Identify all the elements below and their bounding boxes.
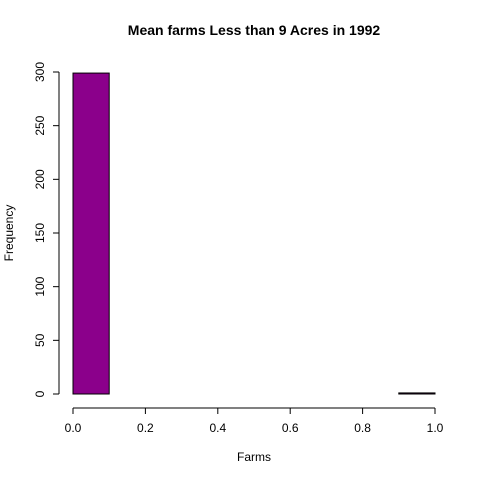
x-axis-label: Farms: [237, 450, 271, 464]
y-tick-label: 300: [33, 62, 47, 82]
y-tick-label: 0: [33, 390, 47, 397]
x-tick-label: 1.0: [427, 421, 444, 435]
chart-title: Mean farms Less than 9 Acres in 1992: [128, 22, 381, 38]
histogram-bar-0: [72, 72, 110, 395]
histogram-bar-9: [398, 392, 436, 395]
x-tick-label: 0.2: [137, 421, 154, 435]
y-tick-label: 200: [33, 169, 47, 189]
y-axis: 0 50 100 150 200 250 300: [33, 62, 60, 397]
y-tick-label: 50: [33, 333, 47, 347]
x-tick-label: 0.0: [65, 421, 82, 435]
y-tick-label: 100: [33, 276, 47, 296]
x-axis: 0.0 0.2 0.4 0.6 0.8 1.0: [65, 407, 444, 435]
x-tick-label: 0.6: [282, 421, 299, 435]
histogram-bars: [72, 72, 436, 395]
x-tick-label: 0.8: [354, 421, 371, 435]
y-tick-label: 250: [33, 115, 47, 135]
x-tick-label: 0.4: [209, 421, 226, 435]
y-tick-label: 150: [33, 223, 47, 243]
y-axis-label: Frequency: [2, 205, 16, 262]
